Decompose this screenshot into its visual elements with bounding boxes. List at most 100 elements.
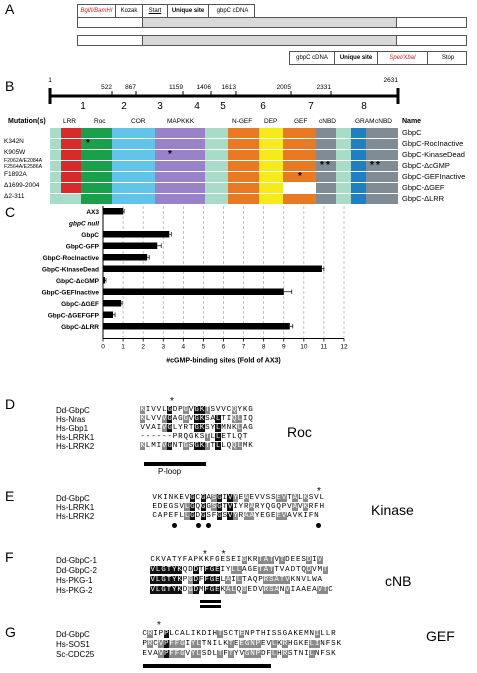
sequence: VLGTYKPGDFFGELAILTAQPRSATVKNVLWA: [150, 576, 323, 584]
label-gram: GRAM: [355, 118, 375, 125]
sequence-name: Dd-GbpC: [56, 630, 90, 639]
domain-dep: [259, 139, 283, 149]
bar: [103, 311, 114, 318]
name-header: Name: [402, 118, 422, 125]
domain-dep: [259, 150, 283, 160]
category-label: GbpC-ΔGEFGFP: [48, 313, 100, 320]
domain-row: Δ1699-2004 GbpC-ΔGEF: [0, 182, 477, 193]
bar: [103, 231, 170, 238]
domain-gef: [283, 150, 316, 160]
panel-c-letter: C: [5, 204, 16, 220]
mutation-star: *: [298, 171, 302, 182]
sequence: VVAIVGLYRTGKSYLMNKLAG: [140, 424, 253, 432]
ruler-tick-label: 1406: [197, 84, 212, 91]
domain-row: Δ2-311 GbpC-ΔLRR: [0, 193, 477, 204]
x-tick-label: 7: [242, 344, 246, 351]
domain-mapkkk: [155, 172, 205, 182]
segment-number: 6: [260, 101, 266, 110]
ruler-tick-label: 2005: [277, 84, 292, 91]
panel-b-letter: B: [5, 78, 15, 94]
construct-name: GbpC: [402, 128, 422, 137]
stop-label: Stop: [441, 55, 455, 61]
bar: [103, 254, 148, 261]
sequence: EDEGSVLGQGGSGTVIYRARYQGQPVAVKRFH: [152, 503, 325, 511]
label-cor: COR: [131, 118, 146, 125]
sequence: KLVVVGAGGVGKSALTIQLIQ: [140, 415, 253, 423]
segment-number: 4: [194, 101, 200, 110]
domain-gef: [283, 139, 316, 149]
gef-star: *: [157, 620, 161, 631]
unique-site-2-label: Unique site: [339, 55, 373, 61]
domain-linker: [336, 150, 351, 160]
domain-cnbd: [366, 128, 398, 138]
panel-g-letter: G: [5, 624, 16, 640]
ploop-label: P-loop: [158, 467, 182, 476]
label-mapkkk: MAPKKK: [167, 118, 195, 125]
domain-dep: [259, 161, 283, 171]
label-lrr: LRR: [63, 118, 77, 125]
unique-site-label: Unique site: [171, 8, 205, 14]
kozak-label: Kozak: [120, 8, 138, 14]
domain-cnbd: [316, 194, 336, 204]
domain-mapkkk: [155, 139, 205, 149]
domain-ngef: [228, 128, 259, 138]
unique-site-cell: Unique site: [168, 5, 209, 17]
domain-gef: [283, 161, 316, 171]
spe-xba-label: SpeI/XbaI: [389, 55, 416, 61]
category-label: GbpC-ΔLRR: [61, 324, 99, 331]
ruler-tick-label: 867: [125, 84, 136, 91]
domain-row: F2062A/E2084A F2564A/E2586A * * * * GbpC-ΔcGM…: [0, 158, 477, 171]
domain-linker: [205, 172, 228, 182]
domain-cnbd: [316, 161, 336, 171]
category-label: AX3: [86, 209, 99, 216]
mutation-label: Δ2-311: [4, 193, 25, 200]
domain-labels: LRR Roc COR MAPKKK N-GEF DEP GEF cNBD GR…: [0, 118, 477, 127]
domain-lrr: [61, 150, 81, 160]
domain-cnbd: [366, 183, 398, 193]
bar: [103, 277, 106, 284]
x-tick-label: 10: [300, 344, 308, 351]
mutation-label: Δ1699-2004: [4, 182, 40, 189]
category-label: GbpC-ΔGEF: [61, 301, 99, 308]
kinase-title: Kinase: [371, 502, 414, 518]
motif-dot: [172, 523, 177, 528]
sequence: VKINKEVGCGASGIVYEAEVVSSEVTALKSVL: [152, 494, 325, 502]
domain-cnbd: [316, 128, 336, 138]
domain-cnbd: [366, 150, 398, 160]
category-label: GbpC-GEFInactive: [42, 290, 100, 297]
domain-ngef: [228, 172, 259, 182]
domain-linker: [205, 183, 228, 193]
sequence: KIVVLGDPGVGKTSVVCQYKG: [140, 406, 253, 414]
domain-linker: [336, 161, 351, 171]
spe-xba-cell: SpeI/XbaI: [378, 52, 428, 64]
mutations-header: Mutation(s): [8, 118, 46, 125]
mutation-star: *: [320, 160, 324, 171]
sequence-name: Sc-CDC25: [56, 650, 95, 659]
x-tick-label: 3: [161, 344, 165, 351]
domain-linker: [50, 150, 61, 160]
x-axis-label: #cGMP-binding sites (Fold of AX3): [166, 358, 280, 365]
sequence: KLMIVGNTGSGKTTLLQQLMK: [140, 442, 253, 450]
sequence-name: Hs-LRRK2: [56, 512, 95, 521]
sequence-name: Dd-GbpC: [56, 494, 90, 503]
sequence-name: Dd-GbpC-1: [56, 556, 97, 565]
mutation-label: K342N: [4, 138, 24, 145]
start-cell: Start: [143, 5, 168, 17]
mutation-label: F1892A: [4, 171, 27, 178]
x-tick-label: 9: [282, 344, 286, 351]
x-tick-label: 6: [222, 344, 226, 351]
domain-row: K905W * GbpC-KinaseDead: [0, 149, 477, 160]
construct-bar-1-grey: [142, 18, 397, 27]
domain-ngef: [228, 183, 259, 193]
domain-dep: [259, 183, 283, 193]
sequence: PRCVPFFGIYLTNILKTEEGNPEVLKRHGKELINFSK: [142, 640, 342, 648]
domain-dep: [259, 194, 283, 204]
label-gef: GEF: [294, 118, 308, 125]
ploop-star: *: [170, 396, 174, 407]
label-dep: DEP: [264, 118, 278, 125]
domain-ngef: [228, 161, 259, 171]
sequence-name: Hs-PKG-2: [56, 586, 93, 595]
domain-roc: [81, 161, 112, 171]
domain-cnbd: [316, 150, 336, 160]
mutation-label: F2062A/E2084A F2564A/E2586A: [4, 158, 43, 170]
